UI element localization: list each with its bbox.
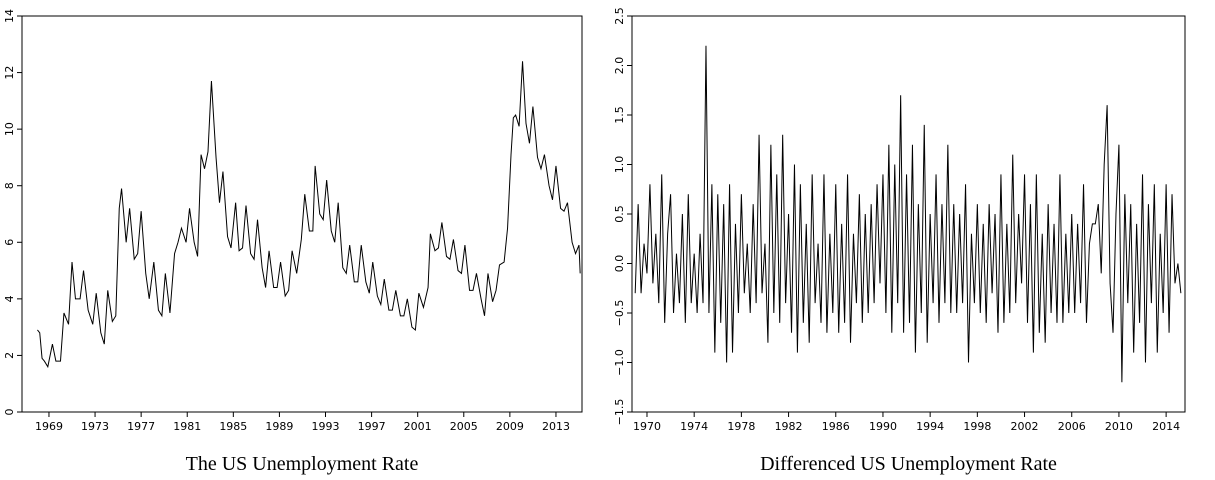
plot-frame	[21, 15, 583, 413]
y-tick-label: 2.5	[613, 7, 626, 25]
x-tick-label: 1989	[265, 420, 293, 433]
chart-title: The US Unemployment Rate	[186, 453, 419, 475]
x-tick-label: 2014	[1152, 420, 1180, 433]
x-tick-label: 1993	[312, 420, 340, 433]
x-tick-label: 1997	[358, 420, 386, 433]
x-tick-label: 1969	[35, 420, 63, 433]
data-line	[634, 45, 1182, 383]
x-tick-label: 2009	[496, 420, 524, 433]
x-tick-label: 1994	[916, 420, 944, 433]
y-tick-label: 12	[3, 66, 16, 80]
y-tick-label: 0.0	[613, 255, 626, 273]
y-tick-label: 8	[3, 182, 16, 189]
y-tick-label: 1.0	[613, 156, 626, 174]
x-tick-label: 2006	[1058, 420, 1086, 433]
y-tick-label: 0	[3, 409, 16, 416]
x-tick-label: 1982	[775, 420, 803, 433]
x-tick-label: 1977	[127, 420, 155, 433]
x-tick-label: 1973	[81, 420, 109, 433]
y-tick-label: −0.5	[613, 300, 626, 327]
x-tick-label: 1990	[869, 420, 897, 433]
x-tick-label: 2010	[1105, 420, 1133, 433]
y-tick-label: 14	[3, 9, 16, 23]
x-tick-label: 1985	[219, 420, 247, 433]
x-tick-label: 1986	[822, 420, 850, 433]
y-tick-label: 2.0	[613, 57, 626, 75]
y-tick-label: 10	[3, 122, 16, 136]
y-tick-label: 4	[3, 295, 16, 302]
y-tick-label: −1.0	[613, 349, 626, 376]
x-tick-label: 1974	[680, 420, 708, 433]
x-tick-label: 1978	[727, 420, 755, 433]
y-tick-label: 1.5	[613, 106, 626, 124]
x-tick-label: 1981	[173, 420, 201, 433]
x-tick-label: 1970	[633, 420, 661, 433]
x-tick-label: 2002	[1011, 420, 1039, 433]
y-tick-label: 2	[3, 352, 16, 359]
x-tick-label: 2001	[404, 420, 432, 433]
x-tick-label: 2013	[542, 420, 570, 433]
chart-title: Differenced US Unemployment Rate	[760, 453, 1057, 475]
y-tick-label: −1.5	[613, 399, 626, 426]
y-tick-label: 6	[3, 239, 16, 246]
x-tick-label: 2005	[450, 420, 478, 433]
data-line	[37, 61, 581, 369]
x-tick-label: 1998	[963, 420, 991, 433]
y-tick-label: 0.5	[613, 205, 626, 223]
